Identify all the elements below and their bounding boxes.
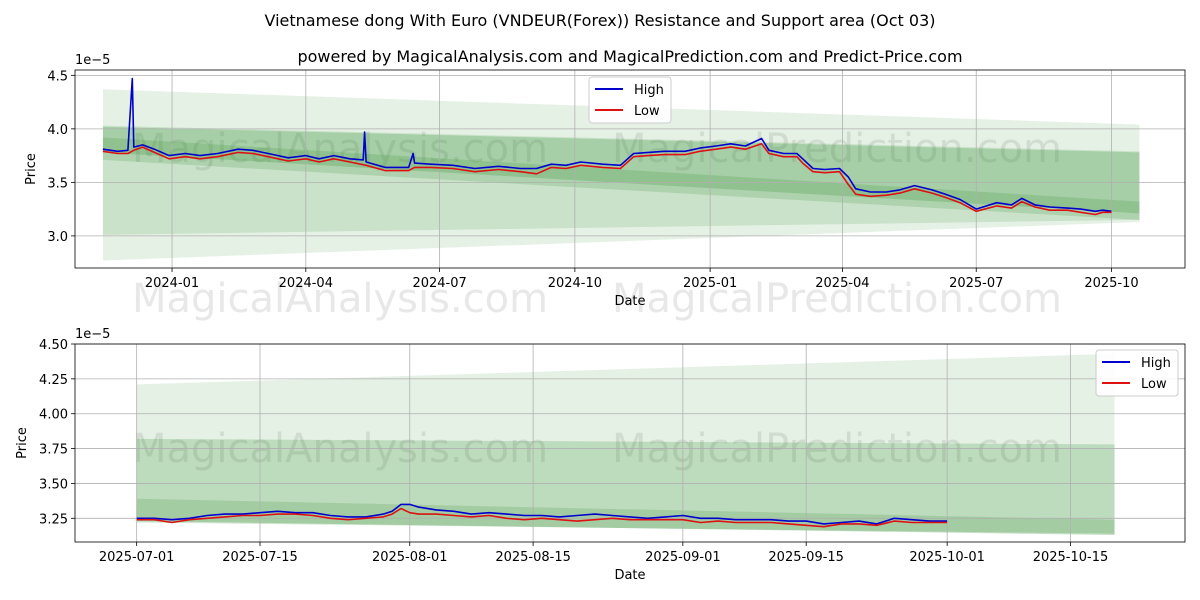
watermark-analysis: MagicalAnalysis.com — [132, 276, 548, 322]
x-tick-label: 2025-07-01 — [99, 550, 175, 565]
x-tick-label: 2025-09-15 — [768, 550, 844, 565]
band-area-0 — [102, 89, 1140, 261]
x-tick-label: 2025-04 — [815, 276, 869, 291]
x-tick-label: 2025-09-01 — [645, 550, 721, 565]
bottom-panel: MagicalAnalysis.com MagicalPrediction.com… — [15, 327, 1186, 583]
x-tick-label: 2025-10-15 — [1033, 550, 1109, 565]
legend-label-high: High — [634, 83, 664, 98]
y-tick-label: 3.50 — [39, 477, 68, 492]
series-group — [136, 503, 948, 528]
legend-label-low: Low — [1141, 377, 1167, 392]
series-line-high — [102, 77, 1112, 213]
series-line-low — [102, 143, 1112, 216]
x-tick-label: 2025-07 — [949, 276, 1003, 291]
x-tick-label: 2025-10-01 — [909, 550, 985, 565]
x-tick-label: 2025-08-01 — [372, 550, 448, 565]
y-tick-label: 4.0 — [47, 123, 68, 138]
plot-frame — [74, 343, 1186, 543]
top-panel: MagicalAnalysis.com MagicalPrediction.com… — [24, 53, 1186, 322]
band-area-1 — [136, 438, 1115, 534]
x-axis-label: Date — [614, 568, 645, 583]
watermark-prediction: MagicalPrediction.com — [612, 126, 1062, 172]
series-line-low — [136, 507, 948, 528]
series-line-high — [136, 503, 948, 525]
watermark-analysis: MagicalAnalysis.com — [132, 126, 548, 172]
band-area-0 — [136, 353, 1115, 536]
y-axis-multiplier: 1e−5 — [75, 53, 110, 68]
y-axis-multiplier: 1e−5 — [75, 327, 110, 342]
chart-subtitle: powered by MagicalAnalysis.com and Magic… — [297, 47, 962, 66]
x-tick-label: 2024-10 — [548, 276, 602, 291]
x-tick-label: 2024-07 — [412, 276, 466, 291]
y-tick-label: 3.5 — [47, 176, 68, 191]
legend-label-low: Low — [634, 104, 660, 119]
band-area-1 — [102, 125, 1140, 235]
x-tick-label: 2025-07-15 — [222, 550, 298, 565]
legend: High Low — [1095, 349, 1179, 397]
x-tick-label: 2024-04 — [279, 276, 333, 291]
chart-title: Vietnamese dong With Euro (VNDEUR(Forex)… — [265, 11, 936, 30]
plot-frame — [74, 69, 1186, 269]
x-tick-label: 2025-01 — [683, 276, 737, 291]
x-tick-label: 2025-10 — [1084, 276, 1138, 291]
y-axis-label: Price — [15, 427, 30, 459]
y-tick-label: 4.00 — [39, 408, 68, 423]
y-tick-label: 3.25 — [39, 512, 68, 527]
bands-group — [136, 353, 1115, 536]
y-tick-label: 4.25 — [39, 373, 68, 388]
watermark-prediction: MagicalPrediction.com — [612, 276, 1062, 322]
legend-label-high: High — [1141, 356, 1171, 371]
y-tick-label: 4.50 — [39, 338, 68, 353]
watermark-prediction: MagicalPrediction.com — [612, 426, 1062, 472]
watermark-analysis: MagicalAnalysis.com — [132, 426, 548, 472]
y-axis-label: Price — [24, 153, 39, 185]
x-tick-label: 2025-08-15 — [495, 550, 571, 565]
x-axis-label: Date — [614, 294, 645, 309]
y-tick-label: 3.75 — [39, 443, 68, 458]
band-area-3 — [102, 137, 1140, 220]
y-tick-label: 4.5 — [47, 69, 68, 84]
legend: High Low — [588, 76, 672, 124]
series-group — [102, 77, 1112, 216]
y-tick-label: 3.0 — [47, 230, 68, 245]
x-tick-label: 2024-01 — [145, 276, 199, 291]
